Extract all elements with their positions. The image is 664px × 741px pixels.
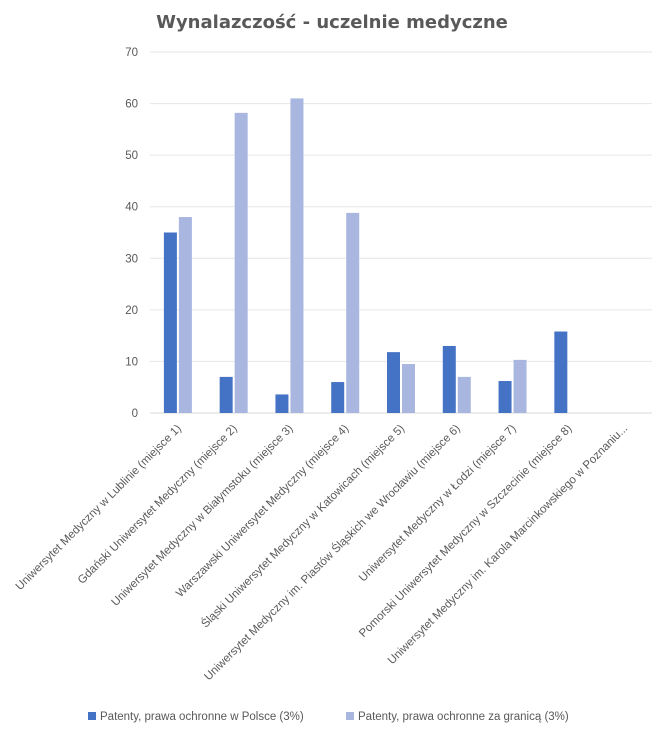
bar-series-2	[402, 364, 415, 413]
chart-title: Wynalazczość - uczelnie medyczne	[156, 12, 508, 33]
legend-swatch	[346, 712, 354, 720]
y-tick-label: 50	[125, 150, 138, 162]
y-tick-label: 10	[125, 356, 138, 368]
x-tick-label: Uniwersytet Medyczny im. Piastów Śląskic…	[202, 422, 463, 683]
bar-series-1	[275, 394, 289, 413]
bar-series-1	[163, 232, 177, 413]
y-tick-label: 30	[125, 253, 138, 265]
y-tick-label: 20	[125, 305, 138, 317]
bar-series-2	[178, 217, 192, 413]
bar-series-2	[234, 112, 248, 414]
legend-label: Patenty, prawa ochronne za granicą (3%)	[358, 711, 569, 723]
y-tick-label: 40	[125, 202, 138, 214]
bar-series-2	[457, 376, 471, 413]
y-tick-label: 0	[132, 408, 138, 420]
bar-series-2	[290, 98, 304, 414]
bar-series-1	[219, 376, 233, 413]
legend-label: Patenty, prawa ochronne w Polsce (3%)	[100, 711, 304, 723]
x-tick-label: Pomorski Uniwersytet Medyczny w Szczecin…	[357, 423, 574, 640]
bar-series-1	[442, 345, 456, 413]
gridlines	[150, 51, 652, 414]
y-tick-label: 60	[125, 99, 138, 111]
bars	[163, 98, 568, 414]
y-axis: 0 10 20 30 40 50 60 70	[125, 47, 138, 420]
bar-series-1	[331, 382, 345, 413]
bar-series-2	[513, 359, 527, 413]
x-tick-label: Śląski Uniwersytet Medyczny w Katowicach…	[199, 422, 408, 631]
x-axis: Uniwersytet Medyczny w Lublinie (miejsce…	[14, 422, 631, 683]
y-tick-label: 70	[125, 47, 138, 59]
bar-series-1	[498, 381, 512, 413]
bar-series-2	[346, 212, 360, 413]
legend-swatch	[88, 712, 96, 720]
legend: Patenty, prawa ochronne w Polsce (3%) Pat…	[88, 711, 569, 723]
bar-series-1	[554, 331, 568, 413]
bar-series-1	[387, 352, 400, 413]
